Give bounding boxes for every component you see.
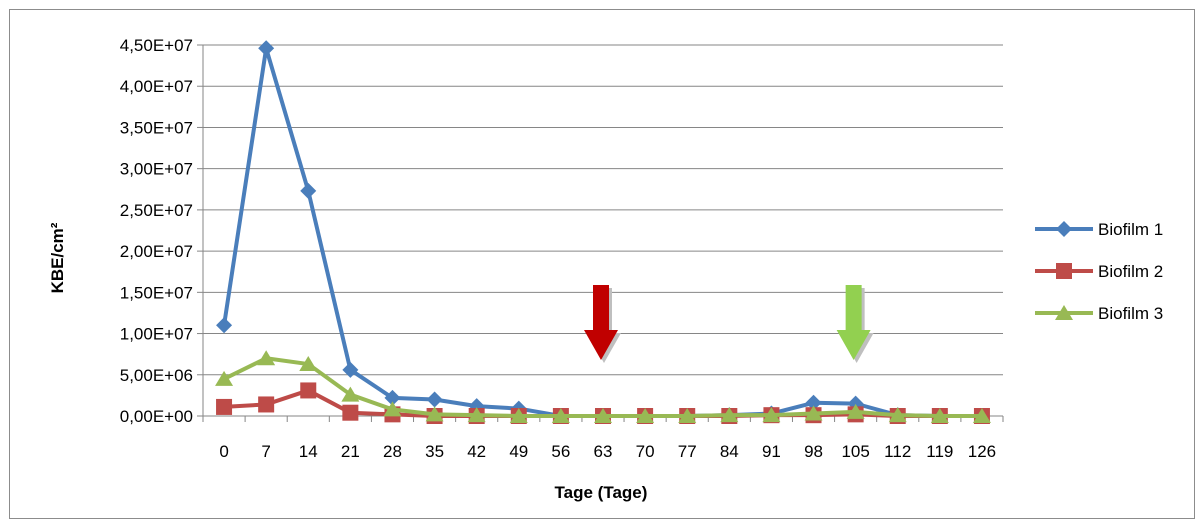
x-tick-label: 112 [884, 442, 911, 461]
data-point [216, 398, 233, 415]
x-tick-label: 56 [551, 442, 570, 461]
x-tick-label: 7 [261, 442, 270, 461]
data-point [551, 408, 570, 423]
x-tick-label: 119 [926, 442, 953, 461]
series-lines [215, 40, 991, 424]
x-tick-label: 126 [968, 442, 996, 461]
y-tick-label: 2,50E+07 [120, 201, 193, 220]
legend-label: Biofilm 3 [1098, 304, 1163, 323]
x-axis-title: Tage (Tage) [555, 483, 648, 502]
y-tick-label: 4,50E+07 [120, 36, 193, 55]
x-tick-label: 49 [509, 442, 528, 461]
data-point [509, 408, 528, 423]
legend-item: Biofilm 3 [1035, 304, 1163, 323]
legend-label: Biofilm 1 [1098, 220, 1163, 239]
y-axis-title: KBE/cm² [48, 222, 67, 293]
legend-item: Biofilm 1 [1035, 220, 1163, 239]
data-point [215, 370, 234, 386]
data-point [342, 404, 359, 421]
legend-marker [1056, 221, 1072, 237]
gridlines [203, 44, 1003, 376]
data-point [384, 389, 401, 406]
axes: 0,00E+00 5,00E+06 1,00E+07 1,50E+07 2,00E+07… [120, 36, 1004, 461]
data-point [805, 394, 822, 411]
y-tick-label: 3,00E+07 [120, 160, 193, 179]
data-point [762, 407, 781, 423]
data-point [846, 403, 865, 419]
x-tick-label: 0 [219, 442, 228, 461]
data-point [426, 391, 443, 408]
data-point [300, 182, 317, 199]
data-point [342, 361, 359, 378]
x-tick-label: 77 [678, 442, 697, 461]
legend: Biofilm 1 Biofilm 2 Biofilm 3 [1035, 220, 1163, 323]
x-tick-label: 14 [299, 442, 318, 461]
data-point [678, 408, 697, 423]
x-tick-label: 84 [720, 442, 739, 461]
data-point [257, 350, 276, 366]
y-tick-label: 2,00E+07 [120, 242, 193, 261]
x-tick-label: 105 [841, 442, 869, 461]
legend-item: Biofilm 2 [1035, 262, 1163, 281]
data-point [299, 356, 318, 372]
data-point [258, 40, 275, 57]
x-tick-label: 21 [341, 442, 360, 461]
data-point [467, 407, 486, 423]
y-tick-label: 1,50E+07 [120, 283, 193, 302]
y-tick-label: 3,50E+07 [120, 118, 193, 137]
y-tick-label: 4,00E+07 [120, 77, 193, 96]
x-tick-label: 42 [467, 442, 486, 461]
y-tick-label: 5,00E+06 [120, 366, 193, 385]
data-point [594, 408, 612, 423]
data-point [300, 382, 317, 399]
x-tick-label: 35 [425, 442, 444, 461]
legend-label: Biofilm 2 [1098, 262, 1163, 281]
down-arrow-icon [584, 285, 618, 360]
x-tick-label: 70 [636, 442, 655, 461]
y-tick-label: 0,00E+00 [120, 407, 193, 426]
data-point [930, 408, 949, 423]
data-point [383, 401, 402, 417]
y-tick-label: 1,00E+07 [120, 325, 193, 344]
data-point [425, 406, 444, 422]
legend-marker [1055, 305, 1073, 320]
data-point [636, 408, 655, 423]
data-point [720, 407, 739, 423]
series-3 [215, 350, 991, 423]
x-tick-label: 63 [594, 442, 613, 461]
x-tick-label: 91 [762, 442, 781, 461]
legend-marker [1056, 263, 1072, 279]
data-point [258, 396, 275, 413]
data-point [804, 405, 823, 421]
annotations [584, 285, 874, 363]
data-point [972, 408, 991, 423]
x-tick-label: 98 [804, 442, 823, 461]
data-point [216, 317, 233, 334]
down-arrow-icon [836, 285, 871, 360]
series-1 [216, 40, 990, 424]
x-tick-label: 28 [383, 442, 402, 461]
data-point [888, 407, 907, 423]
chart-frame [9, 9, 1195, 519]
data-point [341, 386, 360, 402]
